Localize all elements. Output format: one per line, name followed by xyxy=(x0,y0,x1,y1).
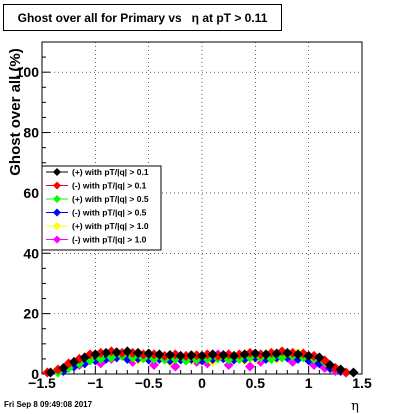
data-point xyxy=(261,349,271,360)
data-point xyxy=(207,349,218,360)
legend-label: (-) with pT/|q| > 1.0 xyxy=(72,235,147,245)
legend-marker xyxy=(53,168,61,176)
y-axis-label: Ghost over all (%) xyxy=(7,48,24,176)
data-point xyxy=(58,362,69,373)
data-point xyxy=(101,347,111,358)
data-point xyxy=(245,361,255,372)
data-point xyxy=(250,348,261,359)
data-point xyxy=(197,350,207,361)
x-axis-label: η xyxy=(351,399,359,414)
x-tick-label: −1 xyxy=(87,375,103,391)
data-point xyxy=(79,352,90,363)
data-point xyxy=(293,349,303,360)
x-tick-label: −0.5 xyxy=(135,375,163,391)
legend-label: (+) with pT/|q| > 1.0 xyxy=(72,221,149,231)
y-tick-label: 20 xyxy=(23,306,39,322)
data-point xyxy=(111,347,122,358)
y-tick-label: 60 xyxy=(23,185,39,201)
y-tick-label: 0 xyxy=(31,366,39,382)
data-point xyxy=(122,346,133,357)
data-point xyxy=(69,356,79,367)
x-tick-label: −1.5 xyxy=(28,375,56,391)
legend-marker xyxy=(53,195,61,203)
y-tick-label: 80 xyxy=(23,125,39,141)
data-point xyxy=(282,347,293,358)
data-point xyxy=(325,359,335,370)
data-point xyxy=(149,359,159,370)
data-point xyxy=(223,359,234,370)
chart-title: Ghost over all for Primary vs η at pT > … xyxy=(3,4,282,31)
x-tick-label: 1 xyxy=(305,375,313,391)
data-point xyxy=(335,364,346,375)
legend-marker xyxy=(53,208,61,217)
data-point xyxy=(239,349,250,360)
legend-marker xyxy=(53,222,61,230)
data-point xyxy=(143,348,154,359)
legend-marker xyxy=(53,181,61,190)
data-point xyxy=(314,352,325,363)
data-point xyxy=(186,350,197,361)
x-tick-label: 0.5 xyxy=(246,375,266,391)
data-point xyxy=(90,349,101,360)
x-tick-label: 1.5 xyxy=(352,375,372,391)
data-point xyxy=(255,349,266,360)
data-point xyxy=(348,367,359,378)
legend-label: (+) with pT/|q| > 0.5 xyxy=(72,194,149,204)
legend-label: (-) with pT/|q| > 0.1 xyxy=(72,181,147,191)
legend-box xyxy=(41,165,162,251)
x-tick-label: 0 xyxy=(198,375,206,391)
legend-marker xyxy=(53,235,61,244)
data-point xyxy=(45,367,56,378)
timestamp-footer: Fri Sep 8 09:49:08 2017 xyxy=(4,400,93,409)
legend-label: (-) with pT/|q| > 0.5 xyxy=(72,208,147,218)
legend-label: (+) with pT/|q| > 0.1 xyxy=(72,167,149,177)
data-point xyxy=(154,349,165,360)
data-point xyxy=(165,349,175,360)
y-tick-label: 100 xyxy=(16,64,40,80)
data-point xyxy=(229,350,239,361)
data-point xyxy=(303,350,314,361)
data-point xyxy=(175,350,186,361)
data-point xyxy=(133,347,143,358)
data-point xyxy=(218,349,229,360)
y-tick-label: 40 xyxy=(23,245,39,261)
data-point xyxy=(271,348,282,359)
